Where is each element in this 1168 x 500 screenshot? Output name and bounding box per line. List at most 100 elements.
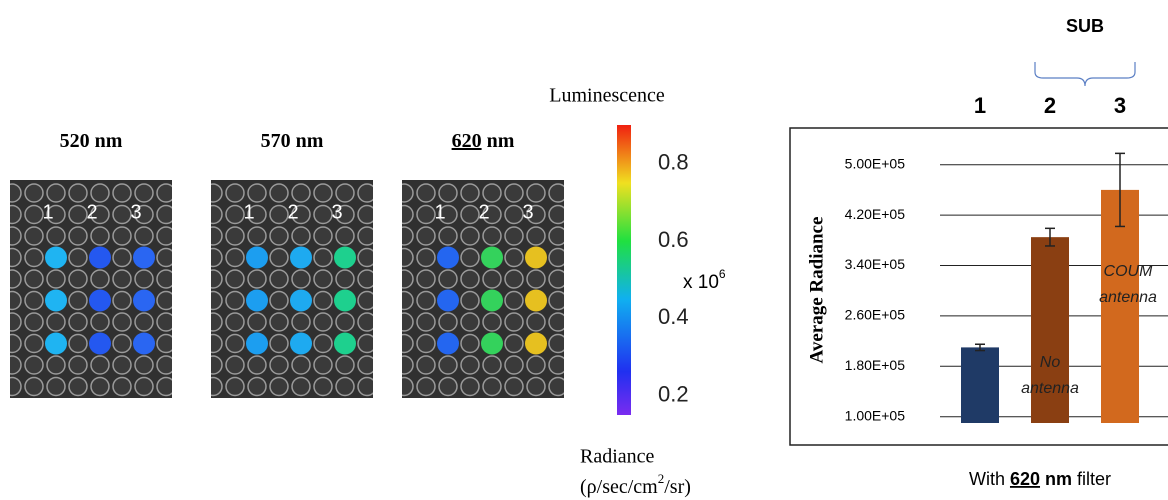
well (113, 378, 131, 396)
well (204, 356, 222, 374)
well (204, 378, 222, 396)
signal-spot (525, 247, 547, 269)
well (25, 378, 43, 396)
well (292, 378, 310, 396)
well (157, 335, 175, 353)
signal-spot (290, 333, 312, 355)
well (248, 184, 266, 202)
well (461, 356, 479, 374)
signal-spot (246, 333, 268, 355)
well (113, 227, 131, 245)
well (69, 356, 87, 374)
well (292, 184, 310, 202)
well (91, 356, 109, 374)
well (483, 313, 501, 331)
well (336, 378, 354, 396)
well (417, 249, 435, 267)
well (395, 206, 413, 224)
signal-spot (45, 333, 67, 355)
well (336, 227, 354, 245)
well (248, 227, 266, 245)
signal-spot (290, 290, 312, 312)
column-label: 1 (42, 201, 53, 223)
well (47, 378, 65, 396)
plate-unit: nm (95, 130, 123, 152)
well (417, 184, 435, 202)
well (439, 270, 457, 288)
well (461, 206, 479, 224)
column-label: 3 (522, 201, 533, 223)
well (505, 206, 523, 224)
well (91, 378, 109, 396)
well (292, 356, 310, 374)
well (549, 313, 567, 331)
well (113, 206, 131, 224)
well (270, 378, 288, 396)
well (91, 184, 109, 202)
well (417, 313, 435, 331)
signal-spot (334, 290, 356, 312)
well (336, 356, 354, 374)
well (549, 292, 567, 310)
y-tick-label: 5.00E+05 (845, 155, 906, 171)
signal-spot (246, 290, 268, 312)
well (69, 184, 87, 202)
well (314, 292, 332, 310)
plate-title: 520 nm (60, 130, 123, 152)
signal-spot (437, 333, 459, 355)
colorbar-tick-label: 0.8 (658, 149, 689, 174)
well (505, 227, 523, 245)
colorbar-multiplier: x 106 (683, 267, 726, 293)
well (25, 313, 43, 331)
well (157, 184, 175, 202)
well (47, 184, 65, 202)
bar-annotation: antenna (1021, 380, 1079, 397)
well (3, 378, 21, 396)
column-label: 2 (478, 201, 489, 223)
well (461, 249, 479, 267)
signal-spot (481, 290, 503, 312)
well (292, 227, 310, 245)
well (417, 335, 435, 353)
well (204, 249, 222, 267)
well (204, 270, 222, 288)
signal-spot (133, 290, 155, 312)
well (417, 270, 435, 288)
group-label: SUB (1066, 16, 1104, 36)
well (270, 227, 288, 245)
colorbar (617, 125, 631, 415)
plate-wavelength: 570 (261, 130, 291, 152)
well (157, 356, 175, 374)
well (358, 227, 376, 245)
well (113, 184, 131, 202)
well (358, 270, 376, 288)
well (505, 249, 523, 267)
column-label: 3 (331, 201, 342, 223)
well (3, 356, 21, 374)
well (226, 313, 244, 331)
unit-part: /sr) (664, 476, 691, 498)
well (157, 249, 175, 267)
well (47, 356, 65, 374)
group-bracket (1035, 62, 1135, 86)
well (527, 184, 545, 202)
well (505, 356, 523, 374)
y-tick-label: 1.80E+05 (845, 357, 906, 373)
well (113, 335, 131, 353)
well (336, 184, 354, 202)
well (3, 313, 21, 331)
well (549, 335, 567, 353)
well (439, 227, 457, 245)
well (135, 270, 153, 288)
well (25, 335, 43, 353)
well (358, 292, 376, 310)
well (226, 335, 244, 353)
well (358, 378, 376, 396)
well (417, 356, 435, 374)
well (505, 335, 523, 353)
column-label: 3 (130, 201, 141, 223)
signal-spot (89, 333, 111, 355)
well (505, 270, 523, 288)
well (204, 313, 222, 331)
well (113, 270, 131, 288)
